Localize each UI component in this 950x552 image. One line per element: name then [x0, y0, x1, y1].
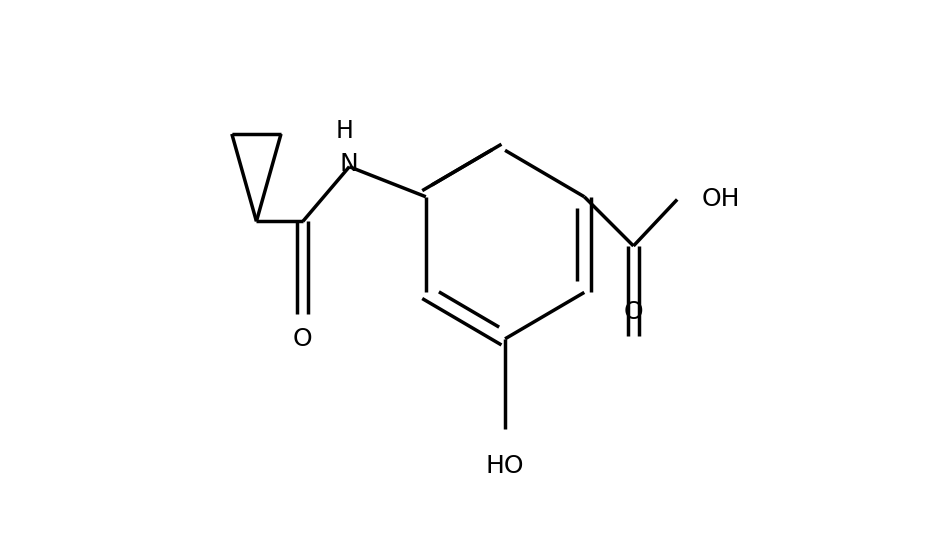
Text: HO: HO	[485, 454, 524, 477]
Text: OH: OH	[702, 188, 740, 211]
Text: O: O	[623, 300, 643, 323]
Text: O: O	[293, 327, 313, 351]
Text: N: N	[340, 152, 359, 176]
Text: H: H	[336, 119, 354, 143]
